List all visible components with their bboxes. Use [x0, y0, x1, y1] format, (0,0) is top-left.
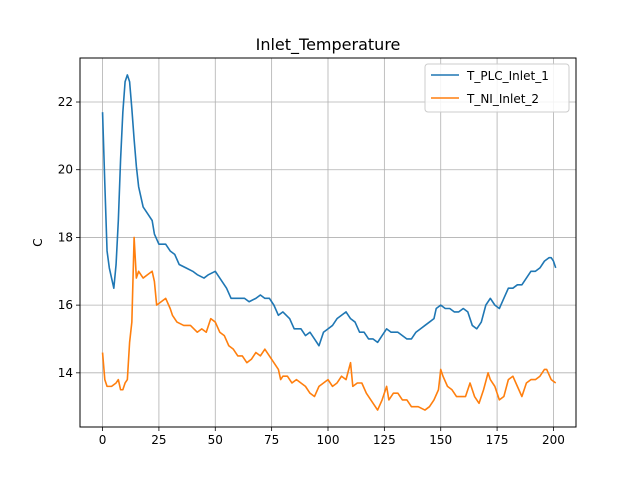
legend: T_PLC_Inlet_1 T_NI_Inlet_2	[424, 63, 570, 113]
y-tick-label: 18	[58, 230, 73, 244]
legend-box	[424, 63, 570, 113]
y-tick-label: 14	[58, 366, 73, 380]
y-tick-label: 22	[58, 95, 73, 109]
x-tick-label: 25	[151, 433, 166, 447]
series-line-t-plc-inlet-1	[101, 74, 557, 347]
x-tick-label: 150	[429, 433, 452, 447]
series-line-t-ni-inlet-2	[101, 236, 557, 411]
x-tick-label: 75	[264, 433, 279, 447]
x-tick-label: 200	[542, 433, 565, 447]
axis-ticks: 0 25 50 75 100 125 150 175 200 14 16 18 20 22	[58, 95, 565, 447]
x-tick-label: 50	[208, 433, 223, 447]
legend-label-t-plc-inlet-1: T_PLC_Inlet_1	[466, 69, 549, 83]
legend-label-t-ni-inlet-2: T_NI_Inlet_2	[466, 92, 539, 106]
x-tick-label: 0	[99, 433, 107, 447]
chart-title: Inlet_Temperature	[256, 35, 401, 55]
y-tick-label: 20	[58, 163, 73, 177]
x-tick-label: 125	[373, 433, 396, 447]
y-tick-label: 16	[58, 298, 73, 312]
x-tick-label: 100	[317, 433, 340, 447]
y-axis-label: C	[31, 238, 45, 246]
grid-lines	[80, 58, 576, 427]
plot-series	[101, 74, 557, 411]
x-tick-label: 175	[486, 433, 509, 447]
